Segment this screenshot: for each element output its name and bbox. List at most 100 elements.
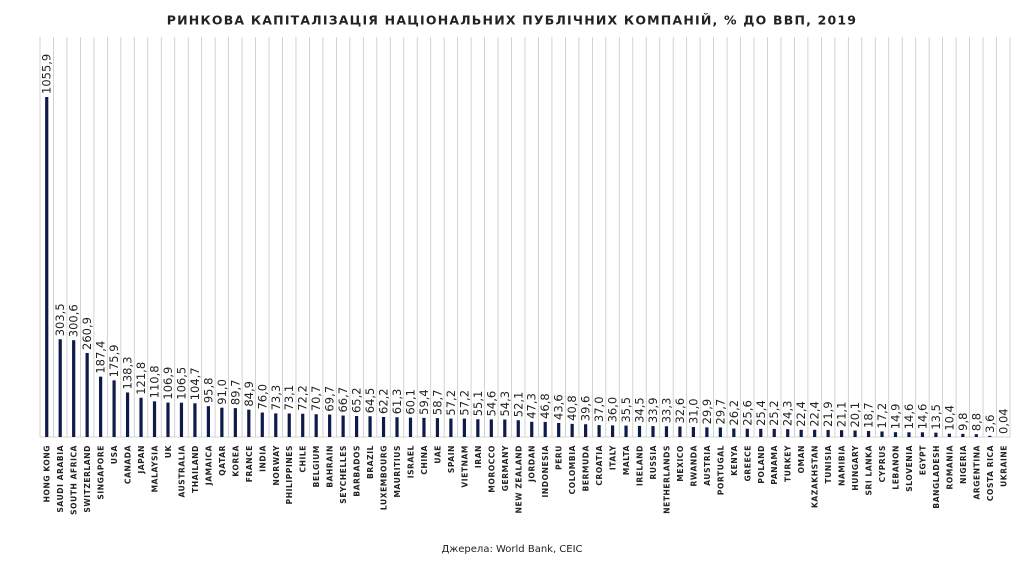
value-label: 31,0 <box>686 398 700 424</box>
bar <box>462 418 466 437</box>
value-label: 0,04 <box>996 408 1010 434</box>
value-label: 17,2 <box>875 403 889 429</box>
x-tick-label: PORTUGAL <box>716 445 725 495</box>
value-label: 24,3 <box>781 401 795 427</box>
x-tick-label: JAMAICA <box>204 445 213 486</box>
value-label: 54,3 <box>498 391 512 417</box>
x-tick-label: NIGERIA <box>959 445 968 484</box>
value-label: 20,1 <box>848 402 862 428</box>
bar <box>45 97 49 437</box>
x-tick-label: EGYPT <box>918 445 927 475</box>
x-tick-label: POLAND <box>757 445 766 484</box>
x-tick-label: PHILIPPINES <box>285 445 294 504</box>
x-tick-label: CROATIA <box>595 445 604 486</box>
x-tick-label: SOUTH AFRICA <box>70 445 79 515</box>
value-label: 106,9 <box>161 367 175 400</box>
x-tick-label: FRANCE <box>245 445 254 482</box>
x-tick-label: BERMUDA <box>582 445 591 491</box>
value-label: 33,9 <box>646 397 660 423</box>
x-tick-label: CYPRUS <box>878 445 887 482</box>
x-tick-label: SRI LANKA <box>865 445 874 495</box>
value-label: 84,9 <box>242 381 256 407</box>
bar <box>853 430 857 437</box>
value-label: 29,7 <box>713 399 727 425</box>
value-label: 61,3 <box>390 389 404 415</box>
value-label: 73,1 <box>282 385 296 411</box>
value-label: 187,4 <box>94 341 108 374</box>
bar <box>274 413 278 437</box>
bar <box>799 429 803 437</box>
bar <box>368 416 372 437</box>
bar <box>58 339 62 437</box>
value-label: 66,7 <box>336 387 350 413</box>
x-tick-label: HUNGARY <box>851 445 860 491</box>
value-label: 22,4 <box>808 401 822 427</box>
bar <box>664 426 669 437</box>
source-note: Джерела: World Bank, CEIC <box>441 544 582 555</box>
bar <box>732 428 736 437</box>
bar <box>341 415 345 437</box>
x-tick-label: ITALY <box>609 445 618 470</box>
bar <box>112 380 116 437</box>
value-label: 46,8 <box>538 393 552 419</box>
value-label: 35,5 <box>619 397 633 423</box>
value-label: 54,6 <box>484 391 498 417</box>
bar <box>651 426 655 437</box>
bar <box>907 432 911 437</box>
value-label: 33,3 <box>659 398 673 424</box>
bar <box>247 409 251 437</box>
bar <box>328 414 332 437</box>
x-tick-label: MALTA <box>622 445 631 475</box>
bar <box>745 428 749 437</box>
bar <box>99 376 103 437</box>
bar <box>678 426 682 437</box>
value-label: 29,9 <box>700 399 714 425</box>
x-tick-label: KENYA <box>730 445 739 476</box>
value-label: 104,7 <box>188 367 202 400</box>
bar <box>516 420 520 437</box>
x-tick-label: NAMIBIA <box>838 445 847 486</box>
bar <box>813 429 817 437</box>
value-label: 10,4 <box>942 405 956 431</box>
x-tick-label: MAURITIUS <box>393 445 402 498</box>
bar <box>435 418 440 437</box>
x-tick-label: HONG KONG <box>43 445 52 502</box>
x-tick-label: NEW ZEALAND <box>514 445 523 513</box>
x-tick-label: GERMANY <box>501 445 510 491</box>
bar <box>597 425 601 437</box>
bar <box>139 397 143 437</box>
bar <box>301 413 305 437</box>
bar <box>530 421 534 437</box>
x-tick-label: PANAMA <box>770 445 779 485</box>
value-label: 9,8 <box>956 413 970 431</box>
value-label: 58,7 <box>430 389 444 415</box>
value-label: 25,6 <box>740 400 754 426</box>
bar <box>772 428 776 437</box>
x-tick-label: MEXICO <box>676 445 685 482</box>
bar <box>408 417 413 437</box>
x-tick-label: SPAIN <box>447 445 456 473</box>
value-label: 32,6 <box>673 398 687 424</box>
x-tick-label: AUSTRALIA <box>177 445 186 498</box>
value-label: 303,5 <box>53 303 67 336</box>
value-label: 175,9 <box>107 344 121 377</box>
value-label: 110,8 <box>148 365 162 398</box>
x-tick-label: BAHRAIN <box>326 445 335 488</box>
x-tick-label: BANGLADESH <box>932 445 941 509</box>
value-label: 65,2 <box>350 387 364 413</box>
x-tick-label: COLOMBIA <box>568 445 577 494</box>
x-tick-label: SINGAPORE <box>97 445 106 500</box>
value-label: 3,6 <box>983 415 997 433</box>
bar <box>974 434 978 437</box>
bar <box>152 401 157 437</box>
x-tick-label: LUXEMBOURG <box>380 445 389 510</box>
bar <box>691 427 696 437</box>
bar <box>961 433 965 437</box>
value-label: 43,6 <box>552 394 566 420</box>
value-label: 69,7 <box>323 386 337 412</box>
bar <box>543 421 547 437</box>
bar <box>786 429 790 437</box>
value-label: 18,7 <box>862 402 876 428</box>
value-label: 89,7 <box>228 380 242 406</box>
